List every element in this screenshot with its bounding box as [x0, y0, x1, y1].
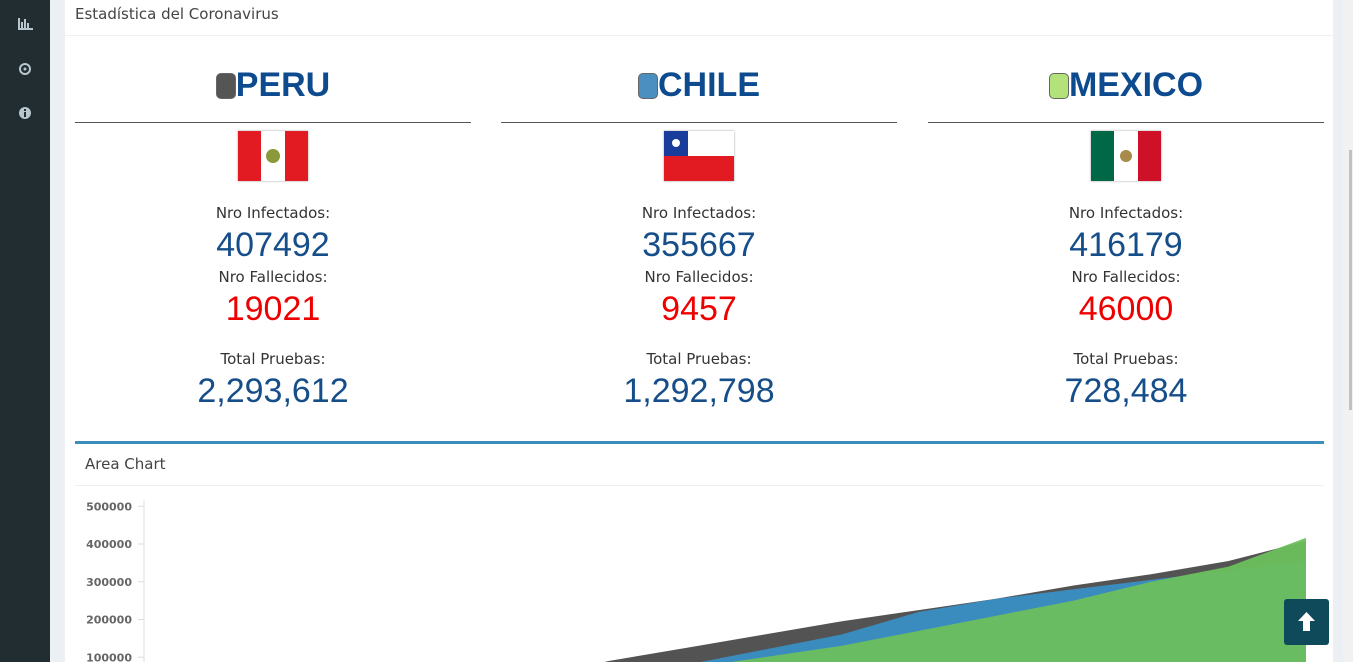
- country-name: MEXICO: [1068, 66, 1204, 104]
- sidebar: [0, 0, 50, 662]
- deaths-value: 46000: [1078, 290, 1174, 328]
- y-tick-label: 300000: [86, 576, 132, 589]
- infected-value: 355667: [642, 226, 756, 264]
- card: [65, 0, 1333, 662]
- deaths-label: Nro Fallecidos:: [644, 268, 754, 286]
- tests-label: Total Pruebas:: [646, 350, 752, 368]
- flag-image: [664, 131, 734, 181]
- country-column: MEXICO Nro Infectados: 416179 Nro Fallecido…: [928, 60, 1324, 411]
- area-series: [731, 537, 1306, 662]
- flag: [928, 123, 1324, 201]
- y-tick-label: 100000: [86, 651, 132, 662]
- color-swatch: [1048, 73, 1069, 99]
- flag: [75, 123, 471, 201]
- deaths-value: 9457: [661, 290, 737, 328]
- arrow-up-icon: [1298, 612, 1315, 631]
- rule: [928, 122, 1324, 123]
- tests-label: Total Pruebas:: [220, 350, 326, 368]
- y-tick-label: 200000: [86, 614, 132, 627]
- infected-value: 407492: [216, 226, 330, 264]
- country-name: CHILE: [658, 66, 760, 104]
- scrollbar: [1343, 0, 1353, 662]
- country-column: CHILE Nro Infectados: 355667 Nro Fallecidos…: [501, 60, 897, 411]
- country-title: PERU: [75, 60, 471, 110]
- flag: [501, 123, 897, 201]
- y-tick-label: 400000: [86, 538, 132, 551]
- box-border: [75, 441, 1324, 444]
- color-swatch: [638, 73, 658, 99]
- rule: [501, 122, 897, 123]
- flag-image: [238, 131, 308, 181]
- infected-label: Nro Infectados:: [215, 204, 331, 222]
- scroll-thumb: [1349, 150, 1352, 410]
- infected-label: Nro Infectados:: [1068, 204, 1184, 222]
- deaths-label: Nro Fallecidos:: [218, 268, 328, 286]
- chart-title: Area Chart: [85, 455, 166, 473]
- deaths-value: 19021: [225, 290, 321, 328]
- tests-value: 728,484: [1064, 372, 1188, 410]
- infected-label: Nro Infectados:: [641, 204, 757, 222]
- back-to-top-button[interactable]: [1284, 599, 1329, 645]
- infected-value: 416179: [1069, 226, 1183, 264]
- divider: [65, 35, 1333, 36]
- country-column: PERU Nro Infectados: 407492 Nro Fallecidos:…: [75, 60, 471, 411]
- tests-value: 1,292,798: [623, 372, 775, 410]
- sidebar-icons: [18, 18, 33, 119]
- country-title: CHILE: [501, 60, 897, 110]
- rule: [75, 122, 471, 123]
- country-title: MEXICO: [928, 60, 1324, 110]
- flag-image: [1091, 131, 1161, 181]
- tests-label: Total Pruebas:: [1073, 350, 1179, 368]
- color-swatch: [215, 73, 236, 99]
- country-name: PERU: [235, 66, 331, 104]
- divider: [75, 485, 1324, 486]
- page-title: Estadística del Coronavirus: [75, 5, 279, 23]
- deaths-label: Nro Fallecidos:: [1071, 268, 1181, 286]
- y-tick-label: 500000: [86, 500, 132, 513]
- tests-value: 2,293,612: [197, 372, 349, 410]
